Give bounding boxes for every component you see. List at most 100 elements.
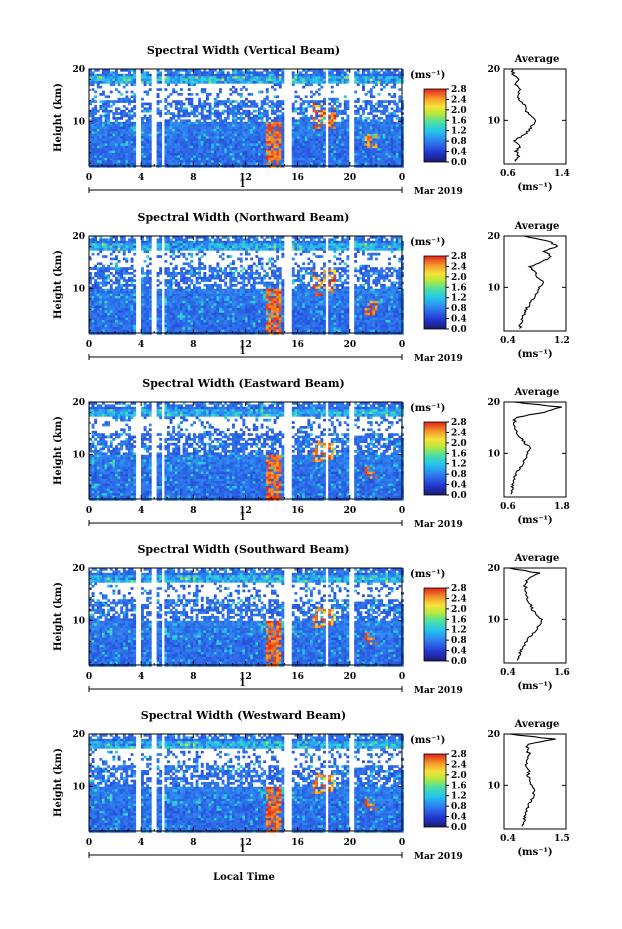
- heatmap-cell: [390, 126, 394, 130]
- heatmap-cell: [213, 121, 217, 125]
- heatmap-cell: [206, 121, 209, 125]
- heatmap-cell: [112, 112, 116, 115]
- heatmap-cell: [128, 322, 131, 326]
- heatmap-cell: [299, 121, 303, 125]
- heatmap-cell: [377, 143, 381, 147]
- heatmap-cell: [128, 153, 131, 156]
- heatmap-cell: [211, 291, 215, 294]
- heatmap-cell: [255, 126, 259, 130]
- heatmap-cell: [156, 322, 160, 326]
- heatmap-cell: [247, 93, 251, 96]
- heatmap-cell: [250, 141, 254, 144]
- heatmap-cell: [239, 69, 243, 72]
- heatmap-cell: [208, 238, 212, 242]
- heatmap-cell: [180, 69, 183, 72]
- heatmap-cell: [104, 131, 108, 135]
- heatmap-cell: [203, 141, 207, 144]
- heatmap-cell: [382, 78, 386, 82]
- heatmap-cell: [128, 267, 131, 270]
- heatmap-cell: [172, 250, 176, 254]
- heatmap-cell: [390, 160, 394, 163]
- heatmap-cell: [213, 136, 217, 139]
- heatmap-cell: [180, 129, 183, 132]
- heatmap-cell: [174, 310, 178, 314]
- heatmap-cell: [89, 327, 92, 330]
- heatmap-cell: [232, 76, 235, 79]
- heatmap-cell: [237, 105, 241, 108]
- heatmap-cell: [174, 76, 178, 79]
- heatmap-cell: [96, 126, 100, 130]
- heatmap-cell: [226, 97, 230, 101]
- heatmap-cell: [271, 153, 274, 156]
- heatmap-cell: [96, 121, 100, 125]
- heatmap-cell: [128, 162, 131, 166]
- heatmap-cell: [198, 329, 202, 333]
- heatmap-cell: [167, 284, 170, 287]
- heatmap-cell: [99, 322, 103, 326]
- heatmap-cell: [167, 267, 170, 270]
- heatmap-cell: [252, 102, 256, 106]
- heatmap-cell: [174, 119, 178, 123]
- heatmap-cell: [193, 288, 196, 292]
- heatmap-cell: [182, 141, 186, 144]
- heatmap-cell: [120, 291, 124, 294]
- heatmap-cell: [172, 276, 176, 280]
- heatmap-cell: [182, 308, 186, 311]
- heatmap-cell: [242, 157, 246, 161]
- heatmap-cell: [172, 281, 176, 285]
- heatmap-cell: [91, 288, 95, 292]
- heatmap-cell: [239, 124, 243, 127]
- heatmap-cell: [304, 83, 308, 87]
- heatmap-cell: [390, 95, 394, 99]
- heatmap-cell: [104, 95, 108, 99]
- heatmap-cell: [211, 148, 215, 151]
- heatmap-cell: [219, 88, 222, 91]
- heatmap-cell: [247, 153, 251, 156]
- heatmap-cell: [336, 138, 339, 142]
- heatmap-cell: [94, 76, 98, 79]
- heatmap-cell: [91, 300, 95, 304]
- heatmap-cell: [112, 240, 116, 244]
- heatmap-cell: [255, 148, 259, 151]
- heatmap-cell: [388, 138, 391, 142]
- heatmap-cell: [190, 248, 194, 251]
- heatmap-cell: [341, 112, 345, 115]
- heatmap-cell: [310, 76, 313, 79]
- heatmap-cell: [330, 129, 334, 132]
- heatmap-cell: [128, 305, 131, 309]
- heatmap-cell: [99, 162, 103, 166]
- heatmap-cell: [388, 155, 391, 159]
- heatmap-cell: [398, 81, 402, 84]
- heatmap-cell: [156, 138, 160, 142]
- heatmap-cell: [211, 317, 215, 321]
- heatmap-cell: [143, 324, 147, 328]
- heatmap-cell: [208, 291, 212, 294]
- heatmap-cell: [310, 133, 313, 137]
- heatmap-cell: [156, 240, 160, 244]
- heatmap-cell: [247, 148, 251, 151]
- heatmap-cell: [187, 136, 191, 139]
- heatmap-cell: [107, 327, 111, 330]
- heatmap-cell: [187, 157, 191, 161]
- heatmap-cell: [164, 288, 168, 292]
- heatmap-cell: [99, 145, 103, 149]
- heatmap-cell: [122, 293, 126, 297]
- heatmap-cell: [164, 315, 168, 318]
- heatmap-cell: [369, 81, 373, 84]
- heatmap-cell: [130, 238, 134, 242]
- heatmap-cell: [323, 131, 326, 135]
- heatmap-cell: [294, 153, 298, 156]
- heatmap-cell: [382, 138, 386, 142]
- heatmap-cell: [297, 76, 300, 79]
- heatmap-cell: [130, 136, 134, 139]
- heatmap-cell: [312, 100, 316, 103]
- heatmap-cell: [141, 162, 144, 166]
- heatmap-cell: [198, 250, 202, 254]
- heatmap-cell: [250, 143, 254, 147]
- heatmap-cell: [177, 317, 181, 321]
- heatmap-cell: [120, 109, 124, 113]
- heatmap-cell: [372, 136, 376, 139]
- heatmap-cell: [255, 71, 259, 75]
- heatmap-cell: [99, 157, 103, 161]
- heatmap-cell: [380, 88, 384, 91]
